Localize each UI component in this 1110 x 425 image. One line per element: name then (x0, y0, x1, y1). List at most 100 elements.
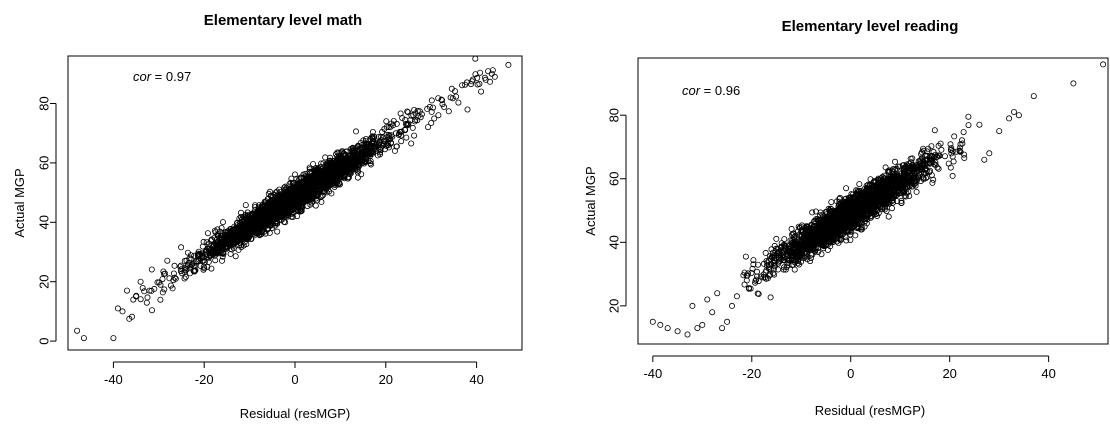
data-point (852, 232, 859, 239)
data-point (186, 255, 193, 262)
data-point (337, 173, 344, 180)
data-point (218, 257, 225, 264)
data-point (264, 195, 271, 202)
data-point (248, 222, 255, 229)
plot-frame (67, 55, 523, 351)
y-tick-label: 60 (37, 156, 52, 170)
data-point (357, 154, 364, 161)
data-point (208, 242, 215, 249)
data-point (171, 274, 178, 281)
data-point (324, 161, 331, 168)
data-point (379, 142, 386, 149)
data-point (477, 69, 484, 76)
data-point (243, 215, 250, 222)
data-point (801, 233, 808, 240)
data-point (205, 258, 212, 265)
data-point (370, 149, 377, 156)
data-point (273, 188, 280, 195)
data-point (231, 227, 238, 234)
data-point (110, 335, 117, 342)
data-point (817, 209, 824, 216)
data-point (162, 270, 169, 277)
data-point (770, 270, 777, 277)
data-point (235, 246, 242, 253)
data-point (361, 158, 368, 165)
data-point (119, 308, 126, 315)
data-point (215, 243, 222, 250)
data-point (274, 228, 281, 235)
data-point (435, 95, 442, 102)
data-point (429, 104, 436, 111)
data-point (300, 189, 307, 196)
data-point (929, 179, 936, 186)
data-point (314, 165, 321, 172)
data-point (181, 257, 188, 264)
data-point (298, 174, 305, 181)
data-point (367, 152, 374, 159)
data-point (320, 175, 327, 182)
data-point (346, 169, 353, 176)
data-point (770, 266, 777, 273)
data-point (367, 135, 374, 142)
data-point (278, 216, 285, 223)
data-point (890, 165, 897, 172)
data-point (354, 169, 361, 176)
data-point (426, 103, 433, 110)
data-point (315, 178, 322, 185)
panel-math: Elementary level math -40 -20 0 20 40 020406… (12, 12, 523, 421)
data-point (398, 132, 405, 139)
data-point (124, 287, 131, 294)
data-point (404, 108, 411, 115)
data-point (462, 81, 469, 88)
data-point (892, 158, 899, 165)
data-point (357, 156, 364, 163)
data-point (187, 252, 194, 259)
data-point (137, 296, 144, 303)
data-point (196, 250, 203, 257)
data-point (282, 183, 289, 190)
data-point (310, 185, 317, 192)
data-point (255, 230, 262, 237)
x-tick-label: 20 (379, 372, 393, 387)
correlation-value: = 0.97 (151, 69, 191, 84)
data-point (208, 265, 215, 272)
data-point (839, 199, 846, 206)
data-point (237, 233, 244, 240)
data-point (445, 108, 452, 115)
data-point (372, 141, 379, 148)
correlation-label: cor (133, 69, 152, 84)
data-point (403, 134, 410, 141)
data-point (265, 199, 272, 206)
data-point (856, 181, 863, 188)
data-point (354, 174, 361, 181)
data-point (398, 138, 405, 145)
data-point (323, 160, 330, 167)
data-point (284, 194, 291, 201)
data-point (332, 174, 339, 181)
data-point (337, 149, 344, 156)
data-point (367, 143, 374, 150)
data-point (126, 315, 133, 322)
data-point (190, 260, 197, 267)
data-point (837, 194, 844, 201)
data-point (354, 143, 361, 150)
data-point (139, 284, 146, 291)
data-point (322, 166, 329, 173)
data-point (236, 223, 243, 230)
data-point (830, 238, 837, 245)
y-tick-label: 40 (37, 215, 52, 229)
data-point (337, 155, 344, 162)
data-point (399, 115, 406, 122)
data-point (312, 180, 319, 187)
data-point (428, 97, 435, 104)
data-point (947, 141, 954, 148)
data-point (295, 178, 302, 185)
data-point (267, 208, 274, 215)
y-tick-label: 80 (37, 96, 52, 110)
x-tick-label: -20 (195, 372, 214, 387)
data-point (322, 154, 329, 161)
data-point (290, 188, 297, 195)
data-point (889, 205, 896, 212)
data-point (323, 178, 330, 185)
data-point (181, 275, 188, 282)
